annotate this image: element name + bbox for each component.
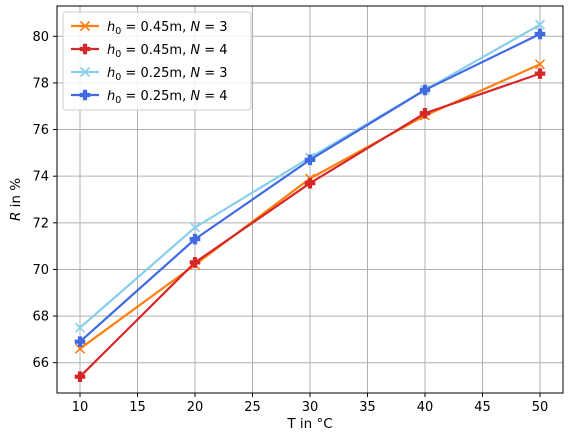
x-marker: [74, 343, 86, 354]
series-2: [74, 68, 546, 382]
legend: h0 = 0.45m, N = 3 h0 = 0.45m, N = 4 h0 = 0…: [62, 11, 252, 111]
plus-marker: [79, 43, 91, 55]
y-tick-label: 72: [32, 216, 49, 231]
legend-box: [62, 11, 252, 111]
legend-label: h0 = 0.25m, N = 4: [107, 89, 228, 106]
plus-marker: [419, 107, 431, 119]
x-marker: [74, 322, 86, 333]
plus-marker: [189, 257, 201, 268]
x-axis-label: T in °C: [286, 416, 332, 432]
x-marker: [534, 19, 546, 30]
plus-marker: [79, 89, 91, 101]
y-tick-label: 70: [32, 263, 49, 278]
y-tick-label: 74: [32, 170, 49, 185]
x-tick-label: 50: [532, 400, 549, 415]
y-tick-label: 68: [32, 310, 49, 325]
x-tick-label: 35: [359, 400, 376, 415]
legend-entry: h0 = 0.45m, N = 3: [71, 20, 228, 37]
x-tick-label: 45: [474, 400, 491, 415]
x-marker: [189, 222, 201, 233]
x-tick-label: 10: [72, 400, 89, 415]
x-tick-label: 25: [244, 400, 261, 415]
plus-marker: [304, 177, 316, 189]
y-axis-label: R in %: [8, 178, 24, 221]
plus-marker: [534, 28, 546, 40]
series-layer: [74, 19, 546, 382]
legend-entry: h0 = 0.25m, N = 4: [71, 89, 228, 106]
x-marker: [534, 59, 546, 70]
plus-marker: [74, 371, 86, 382]
x-axis: 10 15 20 25 30 35 40 45 50: [72, 393, 549, 415]
series-4: [74, 28, 546, 348]
plus-marker: [74, 336, 86, 348]
plus-marker: [189, 233, 201, 245]
x-tick-label: 20: [187, 400, 204, 415]
legend-label: h0 = 0.25m, N = 3: [107, 66, 228, 83]
x-tick-label: 30: [302, 400, 319, 415]
x-marker: [79, 66, 91, 78]
x-marker: [79, 20, 91, 32]
x-tick-label: 40: [417, 400, 434, 415]
y-axis-label-unit: in %: [8, 178, 24, 212]
legend-entry: h0 = 0.45m, N = 4: [71, 43, 228, 60]
y-tick-label: 66: [32, 356, 49, 371]
y-axis: 66 68 70 72 74 76 78 80: [32, 30, 57, 371]
legend-label: h0 = 0.45m, N = 4: [107, 43, 228, 60]
legend-entry: h0 = 0.25m, N = 3: [71, 66, 228, 83]
plus-marker: [534, 68, 546, 79]
plus-marker: [419, 84, 431, 96]
y-tick-label: 80: [32, 30, 49, 45]
y-tick-label: 76: [32, 123, 49, 138]
y-tick-label: 78: [32, 76, 49, 91]
y-axis-label-variable: R: [8, 212, 24, 221]
legend-label: h0 = 0.45m, N = 3: [107, 20, 228, 37]
x-tick-label: 15: [129, 400, 146, 415]
plus-marker: [304, 154, 316, 166]
